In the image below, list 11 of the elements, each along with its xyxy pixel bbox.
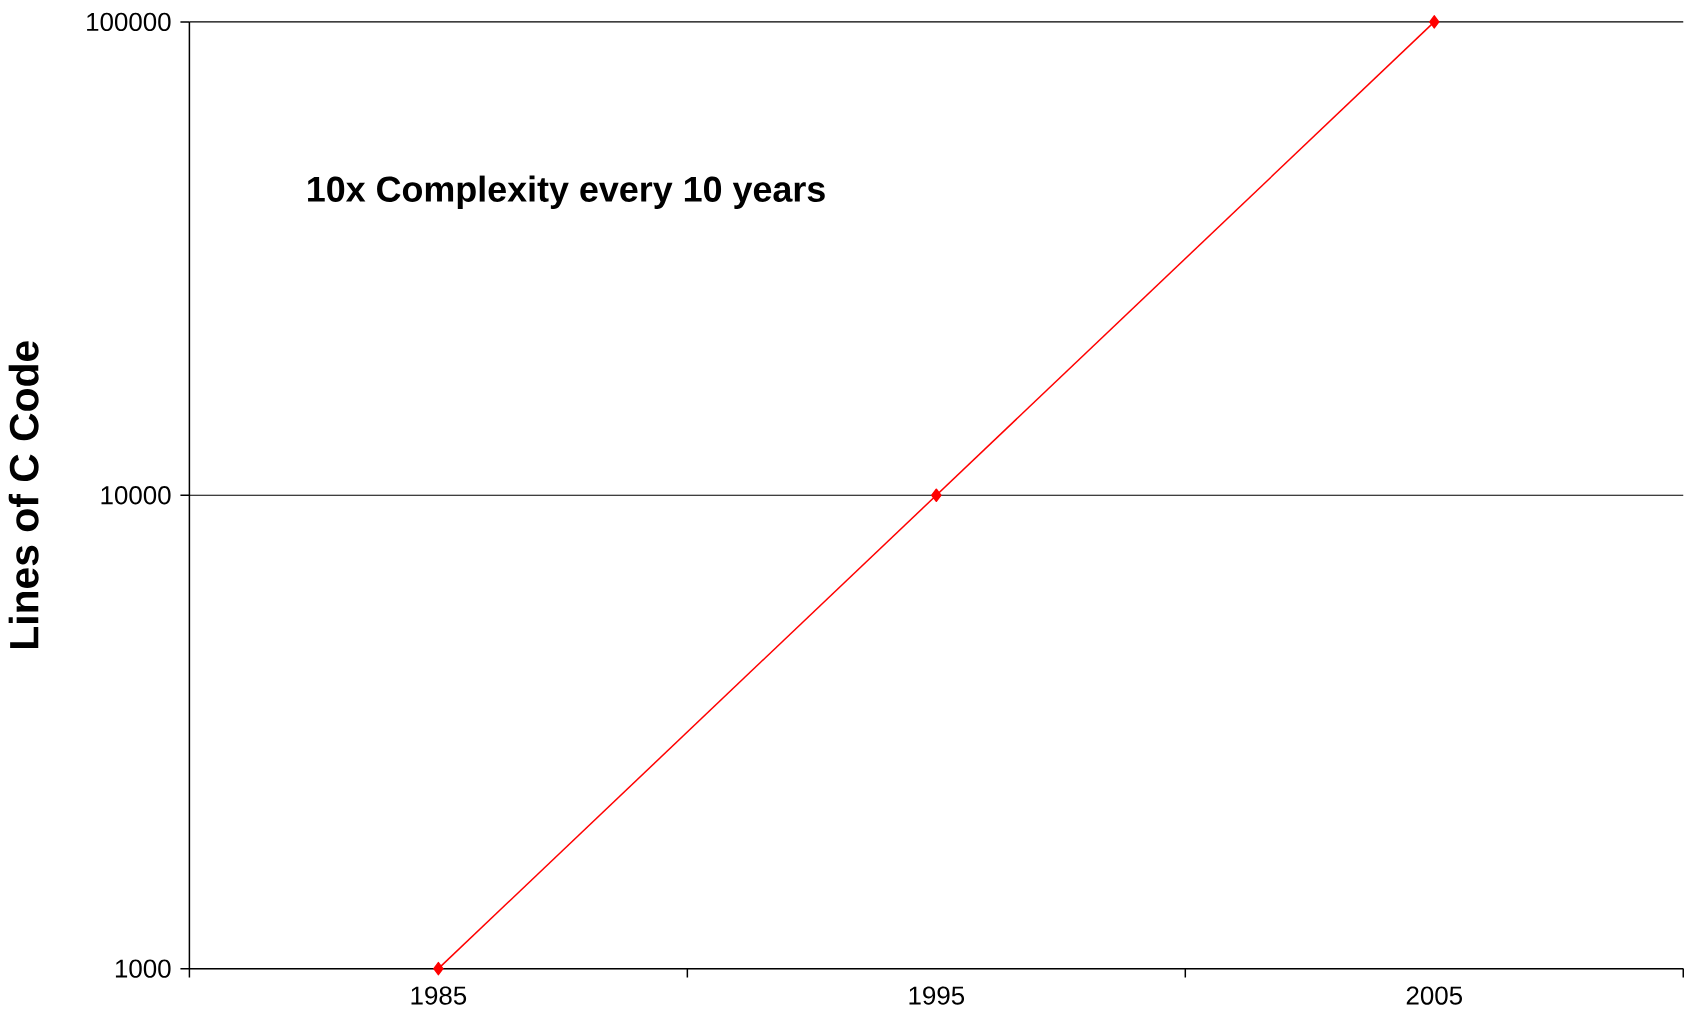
y-tick-label: 1000 <box>115 959 171 978</box>
point <box>433 961 444 976</box>
point <box>931 488 942 502</box>
x-tick-label: 1995 <box>909 986 965 1005</box>
point <box>1429 14 1440 29</box>
y-axis-title: Lines of C Code <box>8 340 39 648</box>
x-tick-label: 2005 <box>1406 986 1462 1005</box>
y-tick-label: 100000 <box>87 12 171 31</box>
x-tick-label: 1985 <box>411 986 467 1005</box>
annotation: 10x Complexity every 10 years <box>308 175 825 209</box>
y-tick-label: 10000 <box>101 485 171 505</box>
